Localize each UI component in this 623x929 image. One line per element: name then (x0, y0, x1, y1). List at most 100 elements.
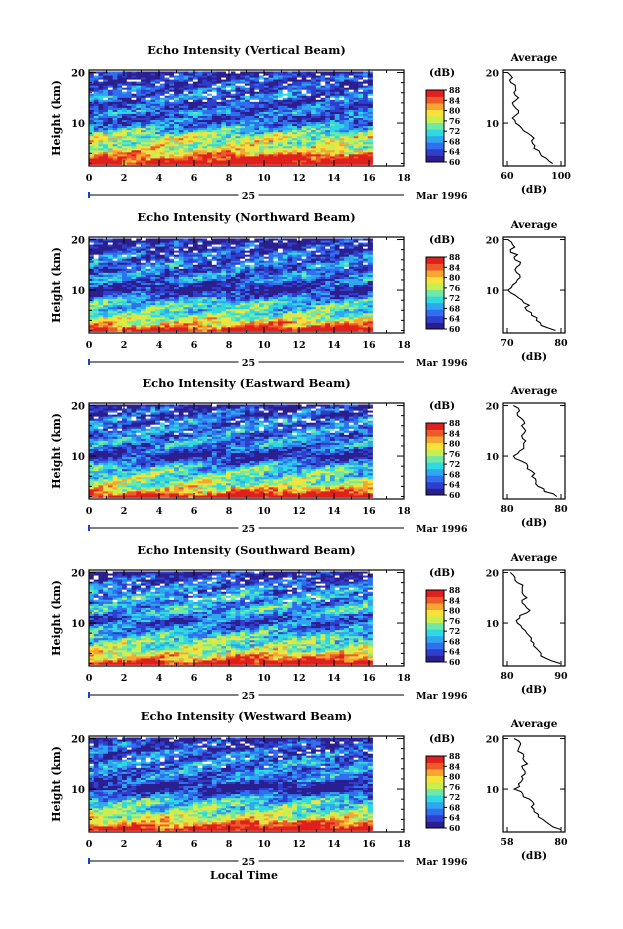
heatmap-cell (259, 130, 265, 133)
heatmap-cell (301, 258, 307, 262)
heatmap-cell (363, 162, 369, 165)
heatmap-cell (122, 162, 128, 165)
heatmap-cell (315, 122, 321, 125)
heatmap-cell (249, 130, 255, 133)
heatmap-cell (334, 132, 340, 135)
heatmap-cell (325, 144, 331, 147)
heatmap-cell (192, 136, 199, 139)
heatmap-cell (254, 134, 260, 137)
heatmap-cell (164, 107, 170, 111)
heatmap-cell (353, 91, 359, 95)
heatmap-cell (155, 258, 161, 262)
heatmap-cell (183, 252, 189, 256)
heatmap-cell (296, 77, 303, 80)
heatmap-cell (126, 132, 132, 135)
heatmap-cell (230, 91, 236, 95)
heatmap-cell (126, 109, 132, 113)
heatmap-cell (188, 252, 194, 256)
heatmap-cell (174, 107, 180, 111)
heatmap-cell (197, 126, 203, 129)
heatmap-cell (244, 105, 251, 109)
heatmap-cell (150, 158, 156, 161)
heatmap-cell (301, 75, 307, 78)
heatmap-cell (268, 109, 274, 113)
heatmap-cell (259, 258, 265, 262)
heatmap-cell (202, 156, 208, 159)
heatmap-cell (348, 120, 355, 123)
heatmap-cell (159, 75, 166, 78)
heatmap-cell (178, 124, 184, 127)
heatmap-cell (287, 79, 293, 83)
heatmap-cell (249, 134, 255, 137)
heatmap-cell (325, 124, 331, 127)
heatmap-cell (244, 132, 251, 135)
heatmap-cell (240, 99, 246, 103)
heatmap-cell (315, 244, 321, 247)
heatmap-cell (183, 146, 189, 149)
heatmap-cell (140, 134, 147, 137)
heatmap-cell (259, 83, 265, 87)
heatmap-cell (306, 130, 312, 133)
heatmap-cell (155, 73, 161, 76)
heatmap-cell (197, 250, 203, 254)
heatmap-cell (320, 89, 326, 93)
heatmap-cell (197, 109, 203, 113)
heatmap-cell (344, 154, 350, 157)
heatmap-cell (169, 113, 175, 117)
heatmap-cell (278, 250, 284, 254)
colorbar-tick-label: 88 (449, 85, 461, 95)
heatmap-cell (122, 248, 128, 252)
heatmap-cell (235, 126, 241, 129)
heatmap-cell (301, 134, 307, 137)
heatmap-cell (197, 154, 203, 157)
heatmap-cell (226, 91, 232, 95)
heatmap-cell (254, 81, 260, 85)
heatmap-cell (287, 120, 293, 123)
heatmap-cell (126, 103, 132, 107)
heatmap-cell (235, 130, 241, 133)
heatmap-cell (136, 248, 142, 252)
heatmap-cell (287, 95, 293, 99)
heatmap-cell (174, 142, 180, 145)
heatmap-cell (344, 113, 350, 117)
heatmap-cell (240, 77, 246, 80)
heatmap-cell (367, 91, 373, 95)
heatmap-cell (325, 246, 331, 250)
heatmap-cell (211, 244, 217, 247)
heatmap-cell (367, 115, 373, 119)
heatmap-cell (339, 144, 345, 147)
heatmap-cell (89, 124, 95, 127)
heatmap-cell (103, 105, 109, 109)
heatmap-cell (353, 246, 359, 250)
heatmap-cell (216, 162, 222, 165)
heatmap-cell (112, 152, 118, 155)
heatmap-cell (183, 115, 189, 119)
heatmap-cell (320, 97, 326, 101)
heatmap-cell (296, 152, 303, 155)
heatmap-cell (183, 77, 189, 80)
heatmap-cell (367, 250, 373, 254)
heatmap-cell (150, 148, 156, 151)
heatmap-cell (136, 128, 142, 131)
heatmap-cell (93, 142, 99, 145)
heatmap-cell (98, 162, 104, 165)
heatmap-cell (159, 124, 166, 127)
heatmap-cell (230, 73, 236, 76)
heatmap-cell (211, 75, 217, 78)
heatmap-cell (273, 240, 279, 243)
heatmap-cell (353, 138, 359, 141)
heatmap-cell (273, 126, 279, 129)
heatmap-cell (230, 252, 236, 256)
heatmap-cell (273, 109, 279, 113)
heatmap-cell (150, 240, 156, 243)
heatmap-cell (107, 252, 114, 256)
heatmap-cell (178, 89, 184, 93)
heatmap-cell (273, 79, 279, 83)
heatmap-cell (278, 148, 284, 151)
heatmap-cell (278, 248, 284, 252)
heatmap-cell (353, 162, 359, 165)
heatmap-cell (353, 134, 359, 137)
heatmap-cell (230, 142, 236, 145)
heatmap-cell (301, 132, 307, 135)
heatmap-cell (183, 156, 189, 159)
